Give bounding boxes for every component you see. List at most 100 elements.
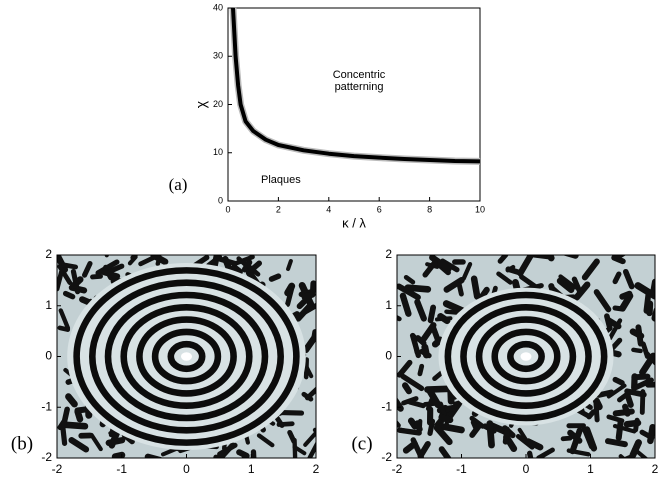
pattern-blob [415,335,427,346]
pattern-blob [622,268,635,290]
pattern-blob [304,386,316,401]
pattern-blob [437,422,465,434]
panel-label: (b) [11,433,33,454]
pattern-ring [120,303,253,410]
y-tick-label: 30 [213,51,223,61]
pattern-blob [619,292,634,312]
pattern-blob [502,426,510,445]
pattern-blob [101,269,121,279]
pattern-blob [611,255,626,265]
pattern-blob [437,313,451,325]
pattern-blob [256,433,275,448]
pattern-blob [629,439,642,458]
pattern-blob [431,336,444,348]
pattern-blob [111,451,126,458]
y-tick-label: 1 [45,298,52,312]
annotation: Concentric patterning [332,69,386,94]
pattern-blob [232,255,255,267]
pattern-blob [486,420,495,449]
pattern-blob [95,259,120,276]
pattern-blob [443,276,465,293]
x-tick-label: 0 [225,204,230,214]
pattern-blob [639,429,655,441]
pattern-blob [622,454,634,458]
pattern-blob [414,420,423,433]
pattern-blob [414,298,427,322]
panel-label: (c) [351,433,372,454]
y-axis-label: χ [193,100,209,108]
pattern-blob [456,281,464,297]
pattern-blob [505,264,516,273]
x-tick-label: 4 [326,204,331,214]
x-tick-label: 0 [183,462,190,476]
pattern-blob [426,386,442,409]
y-tick-label: -2 [381,450,392,464]
y-tick-label: 0 [45,349,52,363]
x-tick-label: -2 [52,462,63,476]
y-tick-label: 0 [385,349,392,363]
pattern-blob [248,260,263,273]
pattern-blob [60,406,70,428]
pattern-ring [507,340,545,373]
pattern-blob [311,329,316,341]
pattern-ring [444,291,608,422]
pattern-blob [596,389,615,398]
y-tick-label: 1 [385,298,392,312]
pattern-blob [612,376,625,386]
pattern-blob [612,423,637,434]
pattern-blob [612,305,626,312]
x-tick-label: 1 [248,462,255,476]
pattern-blob [497,255,509,264]
pattern-blob [144,453,163,458]
pattern-blob [593,289,612,313]
pattern-blob [427,304,437,324]
pattern-blob [403,274,416,285]
pattern-blob [469,422,483,438]
pattern-image [397,255,655,458]
pattern-blob [427,418,436,436]
x-tick-label: -2 [392,462,403,476]
pattern-blob [295,302,314,322]
pattern-blob [241,259,253,273]
pattern-blob [58,308,71,331]
pattern-ring [167,340,206,373]
pattern-blob [397,427,422,436]
pattern-blob [604,438,628,448]
pattern-blob [307,441,316,458]
pattern-ring [73,267,300,446]
pattern-blob [410,437,424,458]
pattern-blob [268,273,282,282]
pattern-blob [219,442,236,458]
pattern-blob [440,258,460,273]
pattern-blob [438,413,454,424]
pattern-blob [546,255,555,262]
pattern-blob [623,419,642,428]
y-tick-label: -1 [41,399,52,413]
pattern-blob [62,290,76,300]
pattern-blob [649,356,655,363]
pattern-blob [397,359,413,378]
pattern-blob [417,363,425,377]
pattern-blob [634,282,655,300]
pattern-blob [429,255,452,273]
pattern-blob [640,341,650,359]
pattern-blob [536,447,555,458]
pattern-core [520,352,532,361]
pattern-blob [567,429,583,444]
pattern-blob [607,318,623,341]
pattern-blob [419,348,432,359]
pattern-blob [407,417,419,430]
pattern-blob [61,262,79,270]
pattern-blob [422,259,438,278]
pattern-blob [65,393,78,408]
pattern-blob [631,347,643,354]
y-tick-label: -1 [381,399,392,413]
pattern-blob [581,258,600,281]
pattern-image [57,255,316,458]
x-tick-label: 2 [652,462,659,476]
pattern-blob [633,377,654,390]
x-tick-label: -1 [116,462,127,476]
y-tick-label: 2 [45,247,52,261]
